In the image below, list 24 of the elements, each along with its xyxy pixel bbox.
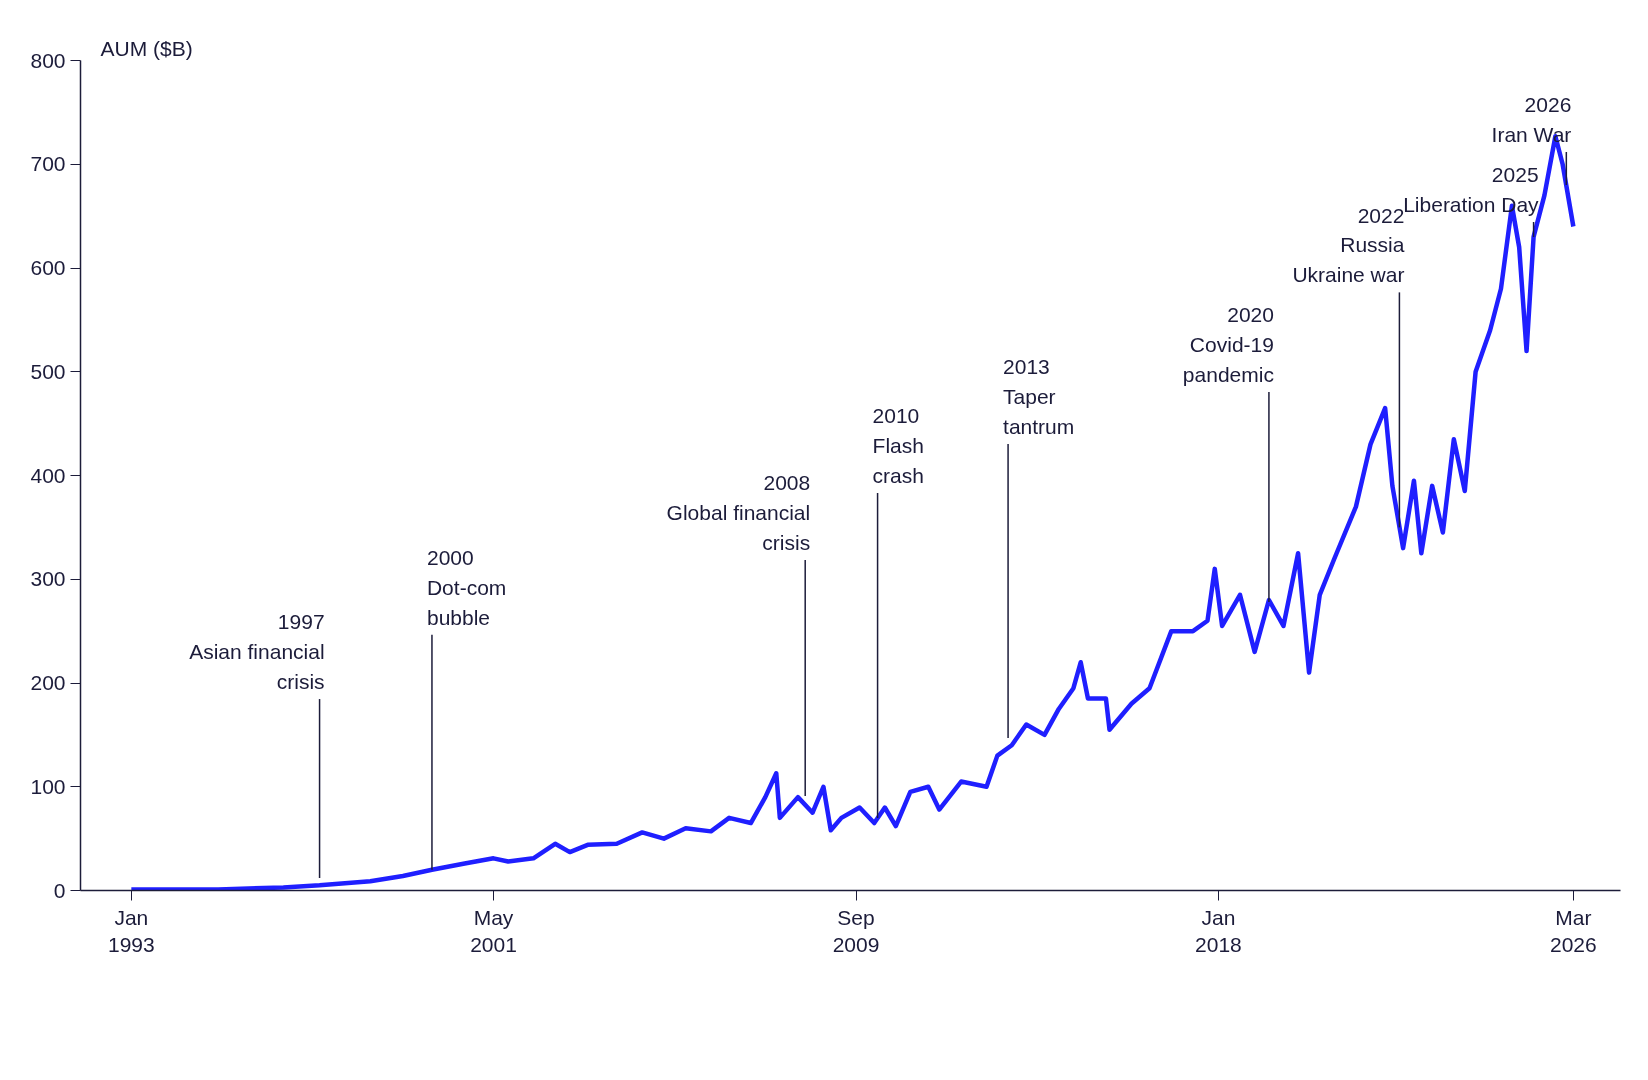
annotation: 1997 Asian financial crisis xyxy=(189,610,325,694)
y-tick-label: 0 xyxy=(53,878,66,902)
y-tick-label: 600 xyxy=(30,256,66,279)
x-tick-label: Jan 2018 xyxy=(1195,905,1242,957)
y-tick-label: 500 xyxy=(30,359,66,383)
x-tick-label: Jan 1993 xyxy=(107,905,155,957)
annotation: 2008 Global financial crisis xyxy=(666,471,811,555)
x-tick-label: Sep 2009 xyxy=(832,905,880,957)
x-tick-label: Mar 2026 xyxy=(1550,905,1597,957)
annotation: 2026 Iran War xyxy=(1491,93,1572,146)
annotation: 2022 Russia Ukraine war xyxy=(1292,203,1405,287)
annotation: 2020 Covid-19 pandemic xyxy=(1182,303,1274,387)
annotation: 2025 Liberation Day xyxy=(1403,162,1540,216)
y-tick-label: 200 xyxy=(30,671,66,694)
y-tick-label: 700 xyxy=(30,152,66,176)
y-tick-label: 800 xyxy=(30,48,66,72)
annotation: 2013 Taper tantrum xyxy=(1003,355,1075,438)
annotation: 2000 Dot-com bubble xyxy=(426,545,507,629)
y-tick-label: 100 xyxy=(30,774,66,798)
x-tick-label: May 2001 xyxy=(470,905,517,957)
annotation: 2010 Flash crash xyxy=(872,404,924,487)
y-axis-title: AUM ($B) xyxy=(100,36,193,60)
y-tick-label: 400 xyxy=(30,463,66,487)
y-tick-label: 300 xyxy=(30,567,66,591)
